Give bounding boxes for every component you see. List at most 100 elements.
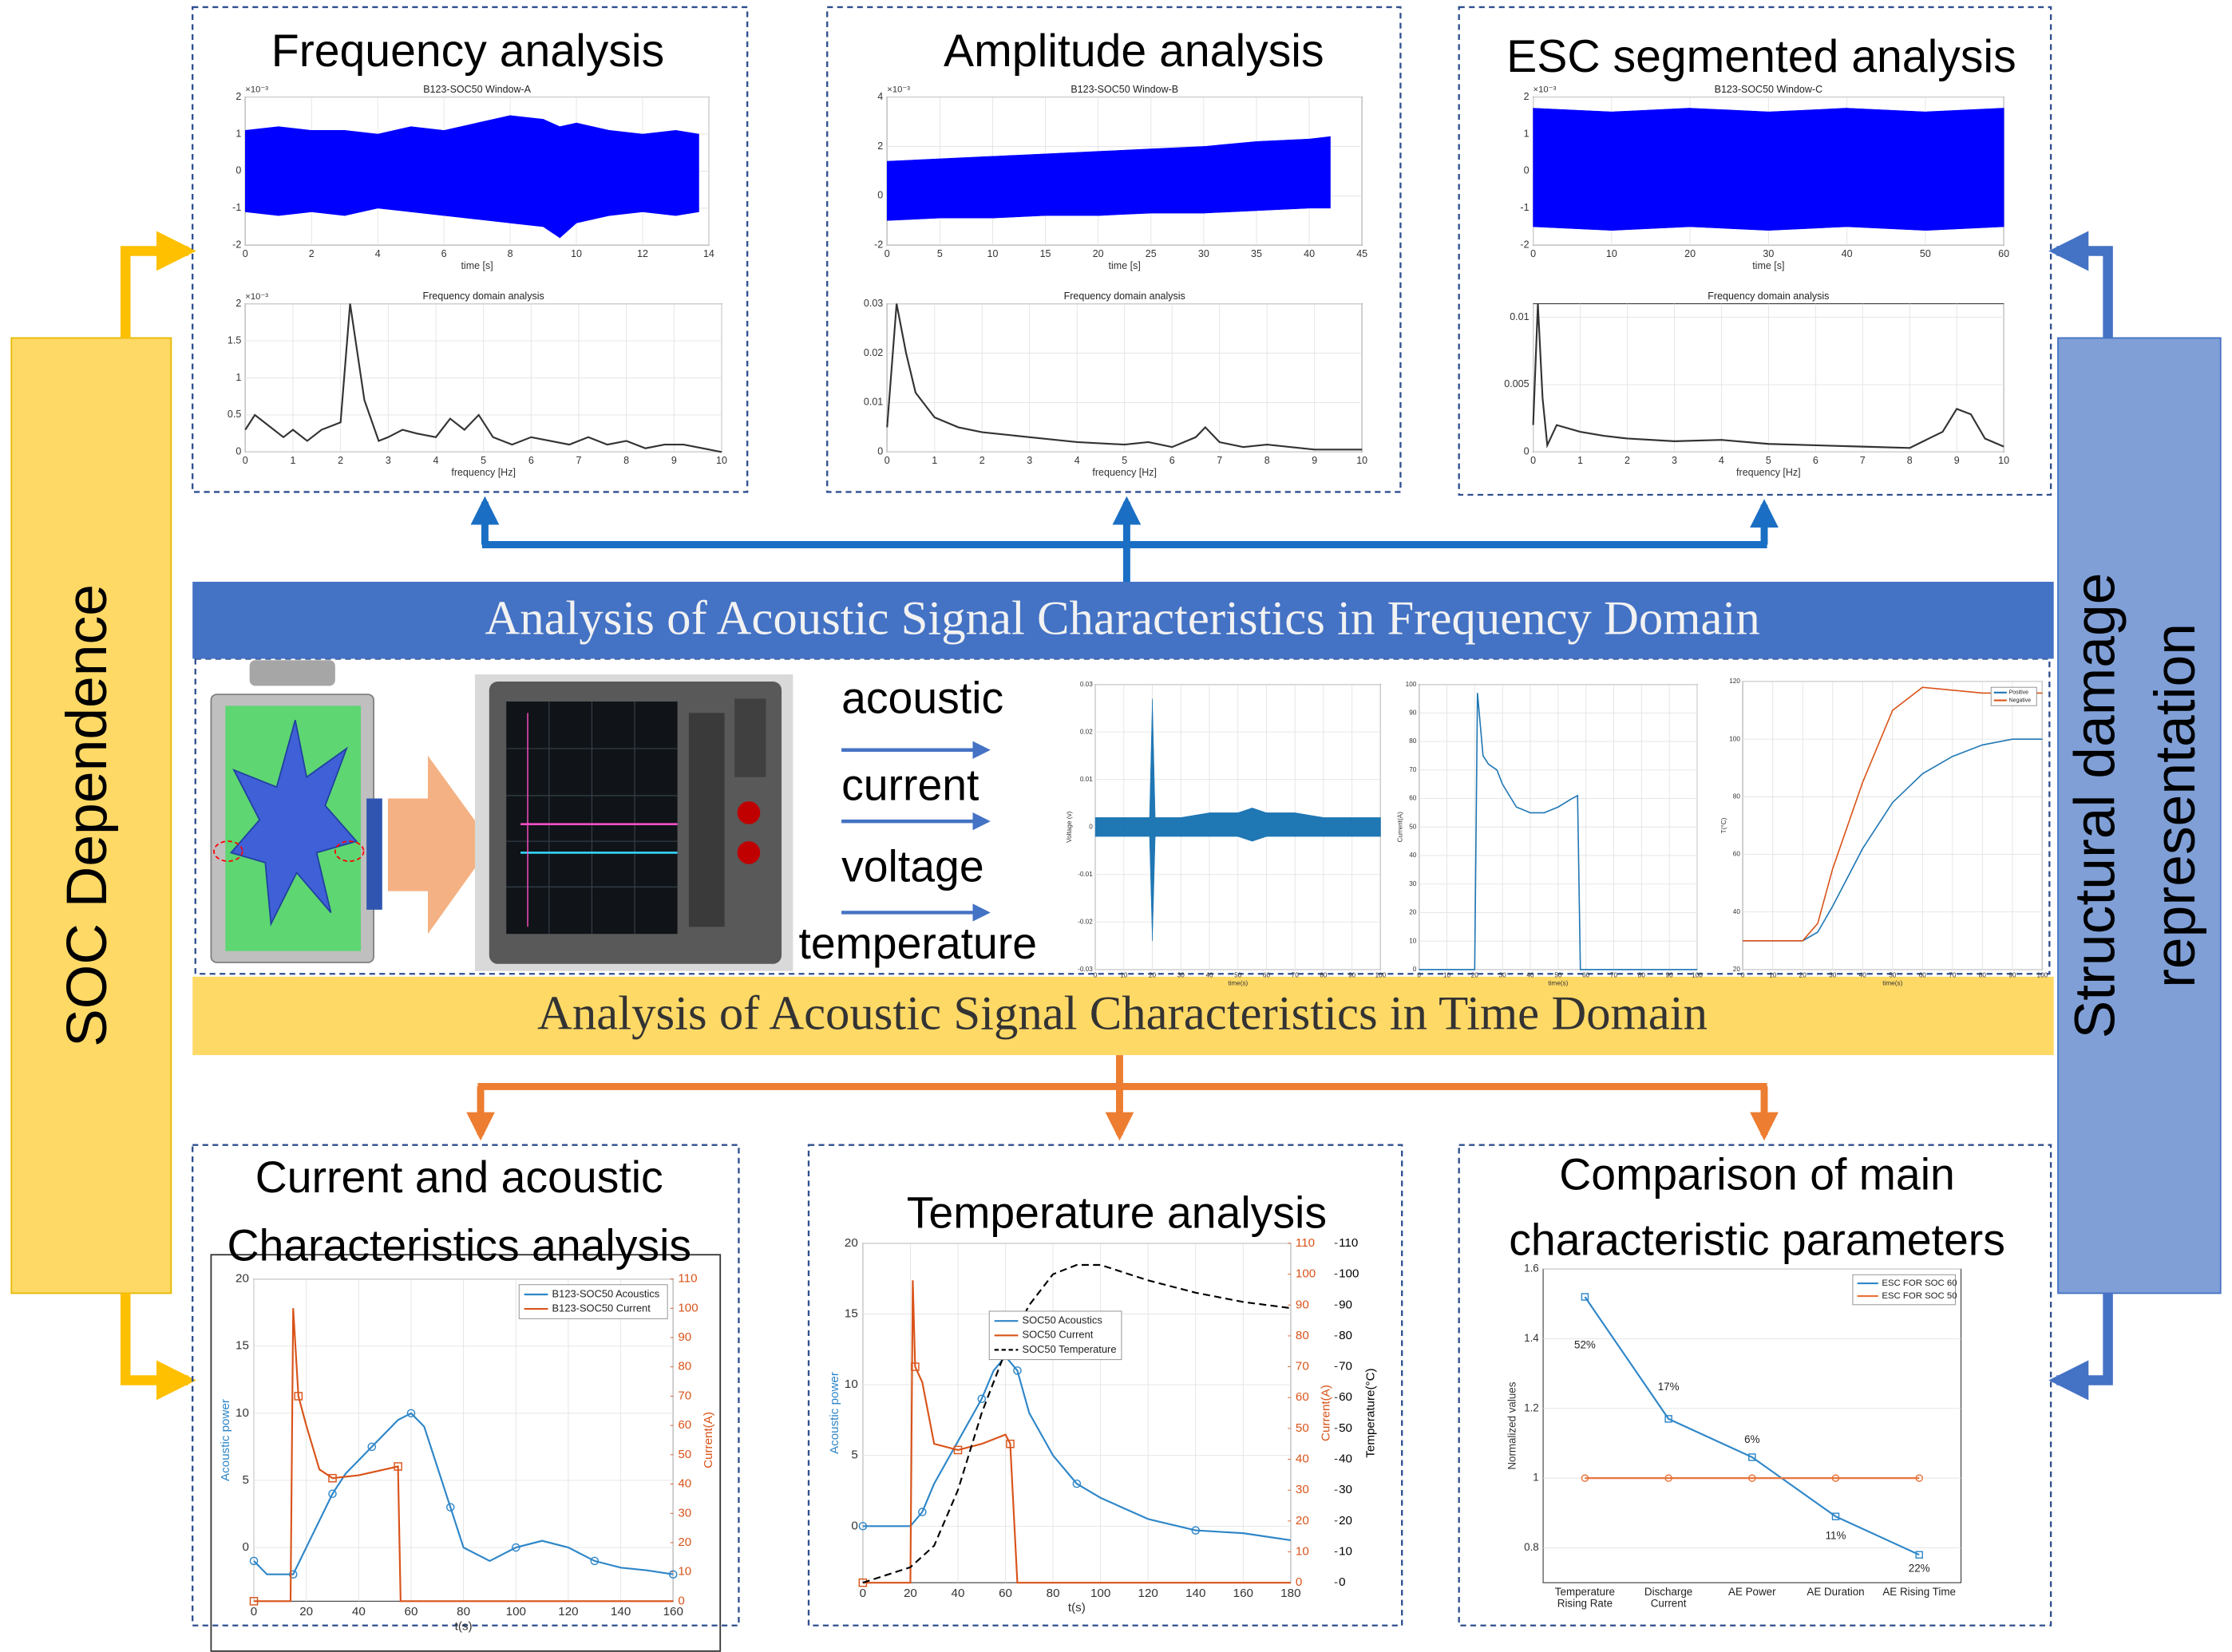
panel-title: Current and acoustic <box>255 1152 663 1202</box>
x-tick-label: 2 <box>309 248 315 259</box>
signal-band <box>1323 817 1352 837</box>
y-tick-label: 4 <box>877 91 883 102</box>
x-tick-label: 60 <box>1998 248 2009 259</box>
signal-band <box>278 126 312 216</box>
y-tick-label: 40 <box>1733 908 1741 915</box>
panel-title: ESC segmented analysis <box>1506 31 2016 82</box>
signal-band <box>1256 138 1310 211</box>
signal-label: acoustic <box>841 674 1003 723</box>
y-tick-label: -2 <box>874 239 883 251</box>
x-tick-label: 6 <box>528 455 534 466</box>
x-tick-label: 100 <box>1692 971 1703 978</box>
y2-tick-label: 90 <box>678 1330 691 1344</box>
x-tick-label: 40 <box>952 1587 965 1600</box>
y-tick-label: -0.03 <box>1078 966 1093 973</box>
x-tick-label: 4 <box>433 455 439 466</box>
x-tick-label: 4 <box>1719 455 1724 466</box>
x-tick-label: 120 <box>1138 1587 1158 1600</box>
damage-burst <box>229 720 358 927</box>
x-tick-label: 100 <box>506 1605 526 1618</box>
battery-illustration <box>210 660 493 963</box>
signal-band <box>1689 108 1769 231</box>
band-label: Analysis of Acoustic Signal Characterist… <box>537 987 1708 1041</box>
y-tick-label: -0.02 <box>1078 919 1093 926</box>
legend-label: SOC50 Temperature <box>1023 1343 1117 1355</box>
y-tick-label: 0 <box>877 190 883 201</box>
y-tick-label: 1.2 <box>1524 1401 1539 1413</box>
y2-tick-label: 20 <box>678 1535 691 1549</box>
x-tick-label: 0 <box>243 248 248 259</box>
category-label: AE Duration <box>1807 1587 1864 1598</box>
chart: 0 10 20 30 40 50 60 70 80 90 100 -0.03 -0.02 -0.01 0 0.… <box>1066 681 1387 987</box>
signal-band <box>477 115 511 223</box>
panel <box>192 1144 740 1626</box>
chart-title: Frequency domain analysis <box>1708 290 1829 302</box>
x-tick-label: 10 <box>571 248 582 259</box>
y3-tick-label: 100 <box>1339 1267 1359 1281</box>
x-tick-label: 40 <box>352 1605 366 1618</box>
x-tick-label: 9 <box>671 455 677 466</box>
signal-band <box>344 130 378 216</box>
x-tick-label: 8 <box>508 248 513 259</box>
x-tick-label: 14 <box>703 248 714 259</box>
x-tick-label: 160 <box>663 1605 683 1618</box>
y-tick-label: 1.5 <box>228 334 241 346</box>
signal-band <box>1123 817 1150 837</box>
axis-exponent: ×10⁻³ <box>887 85 910 95</box>
x-tick-label: 25 <box>1146 248 1157 259</box>
chart-title: Frequency domain analysis <box>423 290 544 302</box>
damage-bar <box>2057 337 2222 1294</box>
x-tick-label: 5 <box>937 248 943 259</box>
x-tick-label: 0 <box>1417 971 1421 978</box>
y-tick-label: 40 <box>1409 852 1417 859</box>
signal-label: temperature <box>798 919 1037 968</box>
y-tick-label: -1 <box>232 202 241 213</box>
signal-band <box>1203 140 1257 214</box>
flow-arrow <box>387 755 493 935</box>
y2-tick-label: 30 <box>1296 1483 1309 1496</box>
x-tick-label: 5 <box>1766 455 1771 466</box>
chart: 0 10 20 30 40 50 60 70 80 90 100 0 10 20 30 40 50 60 70 80 9… <box>1396 681 1703 987</box>
x-tick-label: 9 <box>1312 455 1317 466</box>
chart: Temperature Rising Rate Discharge Current… <box>1506 1263 1962 1610</box>
series-line <box>886 303 1363 451</box>
y2-tick-label: 20 <box>1296 1514 1309 1528</box>
soc-bar <box>10 337 172 1294</box>
x-tick-label: 7 <box>1217 455 1222 466</box>
connectors <box>470 496 1779 582</box>
marker <box>1915 1474 1923 1482</box>
x-tick-label: 20 <box>1684 248 1696 259</box>
x-tick-label: 45 <box>1356 248 1367 259</box>
y-tick-label: 60 <box>1733 851 1741 858</box>
series-line <box>244 303 722 453</box>
x-tick-label: 10 <box>1606 248 1617 259</box>
axis-exponent: ×10⁻³ <box>245 85 268 95</box>
y-tick-label: 0.005 <box>1504 378 1529 389</box>
y-tick-label: 20 <box>235 1272 249 1286</box>
x-tick-label: 180 <box>1280 1587 1300 1600</box>
y-tick-label: 5 <box>851 1448 857 1462</box>
marker <box>1915 1551 1923 1559</box>
x-tick-label: 0 <box>884 248 890 259</box>
y-axis-label: Acoustic power <box>219 1399 232 1481</box>
y3-tick-label: 70 <box>1339 1360 1352 1373</box>
marker <box>953 1445 963 1455</box>
x-tick-label: 10 <box>1356 455 1367 466</box>
x-tick-label: 80 <box>1638 971 1646 978</box>
signal-band <box>377 126 411 212</box>
y2-tick-label: 40 <box>678 1477 691 1491</box>
y-tick-label: 20 <box>845 1236 858 1250</box>
x-axis-label: time(s) <box>1882 979 1902 986</box>
signal-label: voltage <box>841 841 984 891</box>
oscilloscope <box>474 674 793 971</box>
y-tick-label: 0 <box>1524 446 1530 457</box>
x-tick-label: 10 <box>987 248 999 259</box>
y3-tick-label: 40 <box>1339 1452 1352 1466</box>
y-tick-label: 0.03 <box>864 298 883 309</box>
y-tick-label: -0.01 <box>1078 871 1093 878</box>
signal-band <box>886 158 940 221</box>
y-axis-label: Acoustic power <box>828 1372 841 1454</box>
panel-title: Amplitude analysis <box>944 26 1324 77</box>
scope-panel <box>688 713 725 927</box>
x-tick-label: 30 <box>1198 248 1209 259</box>
